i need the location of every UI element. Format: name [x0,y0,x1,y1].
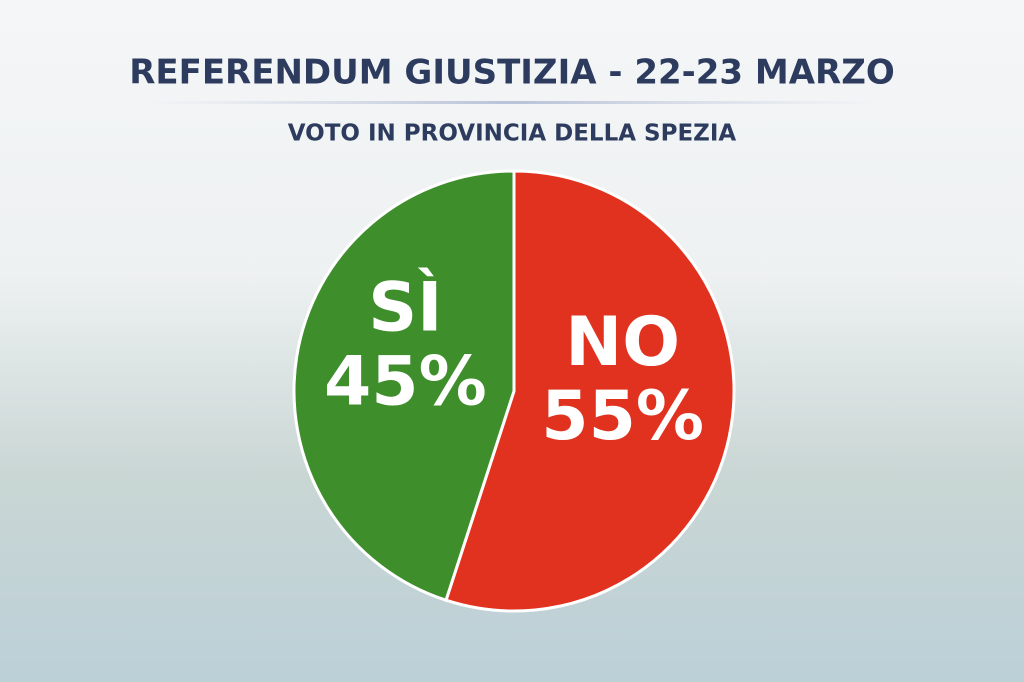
title-rule [150,101,874,104]
slice-value-label: 55% [541,377,704,456]
slice-category-label: SÌ [368,267,442,347]
pie-slice [292,169,516,603]
chart-subtitle: VOTO IN PROVINCIA DELLA SPEZIA [288,121,737,147]
chart-title: REFERENDUM GIUSTIZIA - 22-23 MARZO [129,53,895,93]
slice-value-label: 45% [324,342,487,421]
pie-slice [444,169,736,613]
slice-category-label: NO [565,303,680,382]
